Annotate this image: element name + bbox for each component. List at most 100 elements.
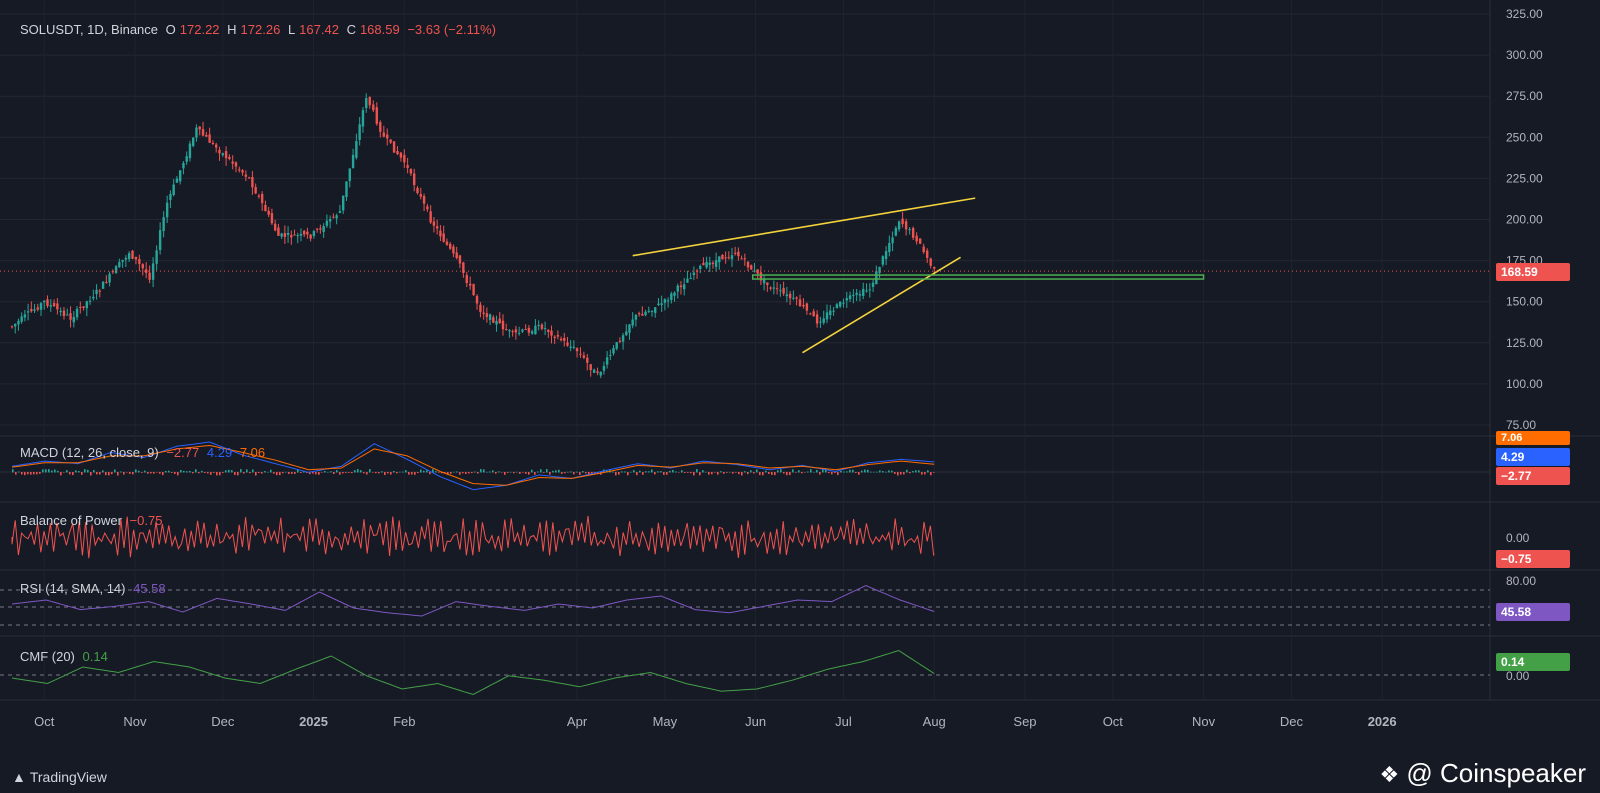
- candle-body: [241, 170, 244, 173]
- candle-body: [527, 327, 531, 333]
- y-tick-label: 150.00: [1506, 295, 1543, 309]
- macd-histogram-bar: [459, 472, 461, 475]
- candle-body: [660, 303, 663, 305]
- macd-histogram-bar: [834, 472, 836, 474]
- x-tick-label: Oct: [1103, 714, 1124, 729]
- macd-line: [11, 441, 935, 491]
- macd-histogram-bar: [291, 472, 293, 474]
- candle-body: [775, 288, 779, 290]
- macd-histogram-bar: [411, 472, 413, 475]
- macd-histogram-bar: [432, 469, 434, 473]
- macd-histogram-bar: [138, 470, 140, 473]
- candle-body: [426, 206, 429, 210]
- candle-body: [472, 284, 475, 296]
- macd-histogram-bar: [810, 469, 812, 473]
- macd-histogram-bar: [831, 472, 833, 475]
- macd-histogram-bar: [744, 471, 746, 473]
- macd-histogram-bar: [21, 472, 23, 475]
- macd-histogram-bar: [327, 471, 329, 473]
- candle-body: [762, 279, 766, 284]
- candle-body: [637, 313, 641, 315]
- candle-body: [124, 257, 128, 260]
- candle-body: [875, 271, 878, 285]
- macd-histogram-bar: [180, 469, 182, 473]
- candle-body: [365, 97, 368, 109]
- macd-histogram-bar: [42, 469, 44, 473]
- macd-histogram-bar: [447, 472, 449, 475]
- macd-histogram-bar: [537, 471, 539, 473]
- candle-body: [878, 266, 881, 274]
- macd-histogram-bar: [468, 472, 470, 474]
- macd-histogram-bar: [183, 470, 185, 473]
- macd-histogram-bar: [768, 472, 770, 474]
- macd-histogram-bar: [879, 470, 881, 473]
- candle-body: [328, 219, 332, 222]
- macd-histogram-bar: [111, 472, 113, 475]
- candle-body: [118, 261, 121, 268]
- candle-body: [319, 228, 322, 230]
- macd-histogram-bar: [312, 472, 314, 474]
- macd-histogram-bar: [696, 469, 698, 473]
- y-tick-label: 100.00: [1506, 377, 1543, 391]
- candle-body: [238, 169, 241, 171]
- candle-body: [392, 141, 396, 153]
- macd-histogram-bar: [261, 472, 263, 474]
- tradingview-brand[interactable]: ▲ TradingView: [12, 769, 107, 785]
- macd-histogram-bar: [165, 470, 167, 473]
- candle-body: [540, 324, 544, 329]
- macd-histogram-bar: [717, 472, 719, 475]
- candle-body: [901, 218, 904, 225]
- hist-tag: −2.77: [1496, 467, 1570, 485]
- candle-body: [14, 323, 17, 327]
- candle-body: [191, 137, 195, 146]
- candle-body: [858, 294, 862, 296]
- macd-histogram-bar: [636, 472, 638, 476]
- macd-histogram-bar: [480, 469, 482, 473]
- candle-body: [897, 221, 901, 230]
- macd-histogram-bar: [402, 471, 404, 473]
- candle-body: [293, 234, 296, 236]
- candle-body: [224, 151, 228, 159]
- candle-body: [769, 287, 772, 289]
- macd-histogram-bar: [375, 472, 377, 474]
- candle-body: [277, 227, 280, 236]
- candle-body: [582, 355, 586, 358]
- macd-histogram-bar: [174, 472, 176, 474]
- macd-histogram-bar: [318, 472, 320, 475]
- macd-histogram-bar: [69, 472, 71, 475]
- candle-body: [144, 269, 148, 273]
- candle-body: [435, 226, 439, 229]
- macd-histogram-bar: [513, 472, 515, 474]
- candle-body: [602, 365, 606, 371]
- candle-body: [894, 228, 898, 236]
- candle-body: [231, 161, 234, 164]
- candle-body: [72, 317, 76, 323]
- candle-body: [621, 335, 625, 342]
- candle-body: [788, 293, 792, 299]
- candle-body: [66, 314, 69, 316]
- candle-body: [592, 369, 596, 373]
- rsi-line: [11, 585, 935, 617]
- candle-body: [654, 307, 657, 313]
- macd-histogram-bar: [804, 472, 806, 473]
- candle-body: [452, 246, 455, 254]
- y-tick-label: 275.00: [1506, 89, 1543, 103]
- cmf-tag: 0.14: [1496, 653, 1570, 671]
- candle-body: [644, 311, 647, 316]
- macd-histogram-bar: [666, 472, 668, 475]
- y-tick-label: 300.00: [1506, 48, 1543, 62]
- macd-histogram-bar: [255, 472, 257, 476]
- candle-body: [689, 277, 692, 279]
- candle-body: [88, 300, 92, 302]
- lower-trendline: [802, 256, 961, 354]
- candle-body: [361, 110, 365, 127]
- macd-histogram-bar: [195, 469, 197, 473]
- candle-body: [699, 265, 702, 270]
- candle-body: [69, 313, 72, 320]
- macd-histogram-bar: [267, 471, 269, 473]
- macd-histogram-bar: [747, 472, 749, 475]
- macd-histogram-bar: [852, 469, 854, 473]
- signal-line: [11, 444, 935, 486]
- candle-body: [721, 254, 724, 260]
